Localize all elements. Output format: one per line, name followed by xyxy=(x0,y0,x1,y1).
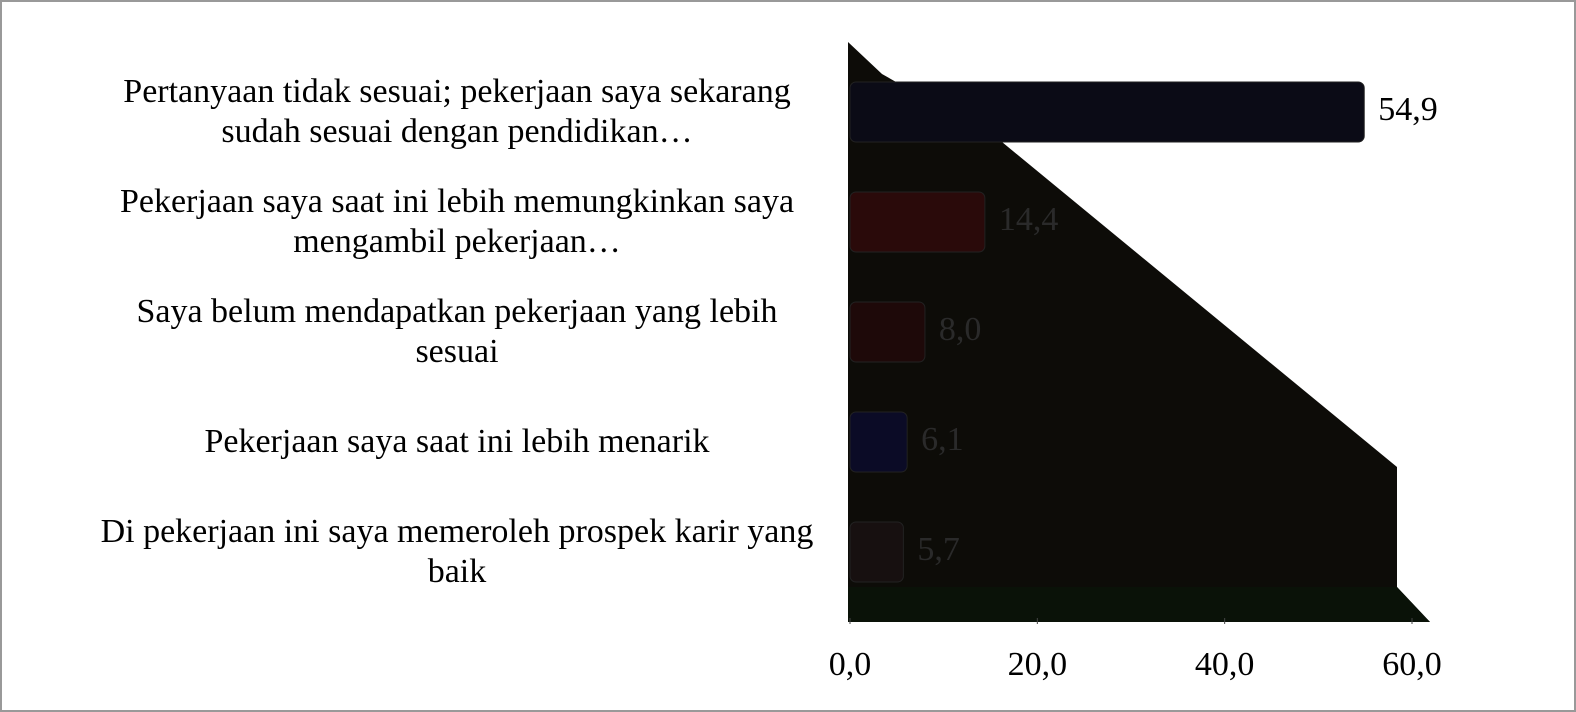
value-label: 5,7 xyxy=(917,531,960,568)
category-label: Pertanyaan tidak sesuai; pekerjaan saya … xyxy=(123,73,791,150)
category-label: Saya belum mendapatkan pekerjaan yang le… xyxy=(136,293,778,370)
value-label: 8,0 xyxy=(939,311,982,348)
x-tick-label: 60,0 xyxy=(1382,646,1442,683)
value-label: 54,9 xyxy=(1378,91,1438,128)
category-label: Di pekerjaan ini saya memeroleh prospek … xyxy=(100,513,814,590)
plot-floor xyxy=(848,587,1430,622)
category-label: Pekerjaan saya saat ini lebih menarik xyxy=(204,423,710,460)
bar xyxy=(849,81,1365,143)
x-tick-label: 40,0 xyxy=(1195,646,1255,683)
bar xyxy=(849,301,926,363)
category-label: Pekerjaan saya saat ini lebih memungkink… xyxy=(119,183,795,260)
x-tick-label: 0,0 xyxy=(829,646,872,683)
bar xyxy=(849,411,908,473)
value-label: 6,1 xyxy=(921,421,964,458)
bar xyxy=(849,521,904,583)
value-label: 14,4 xyxy=(999,201,1059,238)
plot-backdrop xyxy=(848,42,1430,622)
x-tick-label: 20,0 xyxy=(1008,646,1068,683)
bar xyxy=(849,191,986,253)
